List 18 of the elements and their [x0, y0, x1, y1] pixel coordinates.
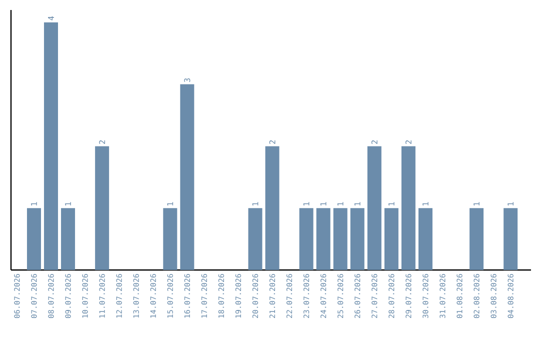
bar	[248, 208, 262, 270]
bar	[384, 208, 398, 270]
bar	[61, 208, 76, 270]
bar	[44, 22, 58, 270]
bar	[180, 84, 194, 270]
bar	[316, 208, 330, 270]
bar	[418, 208, 432, 270]
bar	[401, 146, 416, 270]
bar	[299, 208, 314, 270]
bar	[350, 208, 364, 270]
bar	[26, 208, 41, 270]
bar	[333, 208, 348, 270]
bar	[367, 146, 382, 270]
bar	[470, 208, 484, 270]
bar	[265, 146, 280, 270]
bar	[504, 208, 518, 270]
bar	[95, 146, 110, 270]
bar	[163, 208, 178, 270]
